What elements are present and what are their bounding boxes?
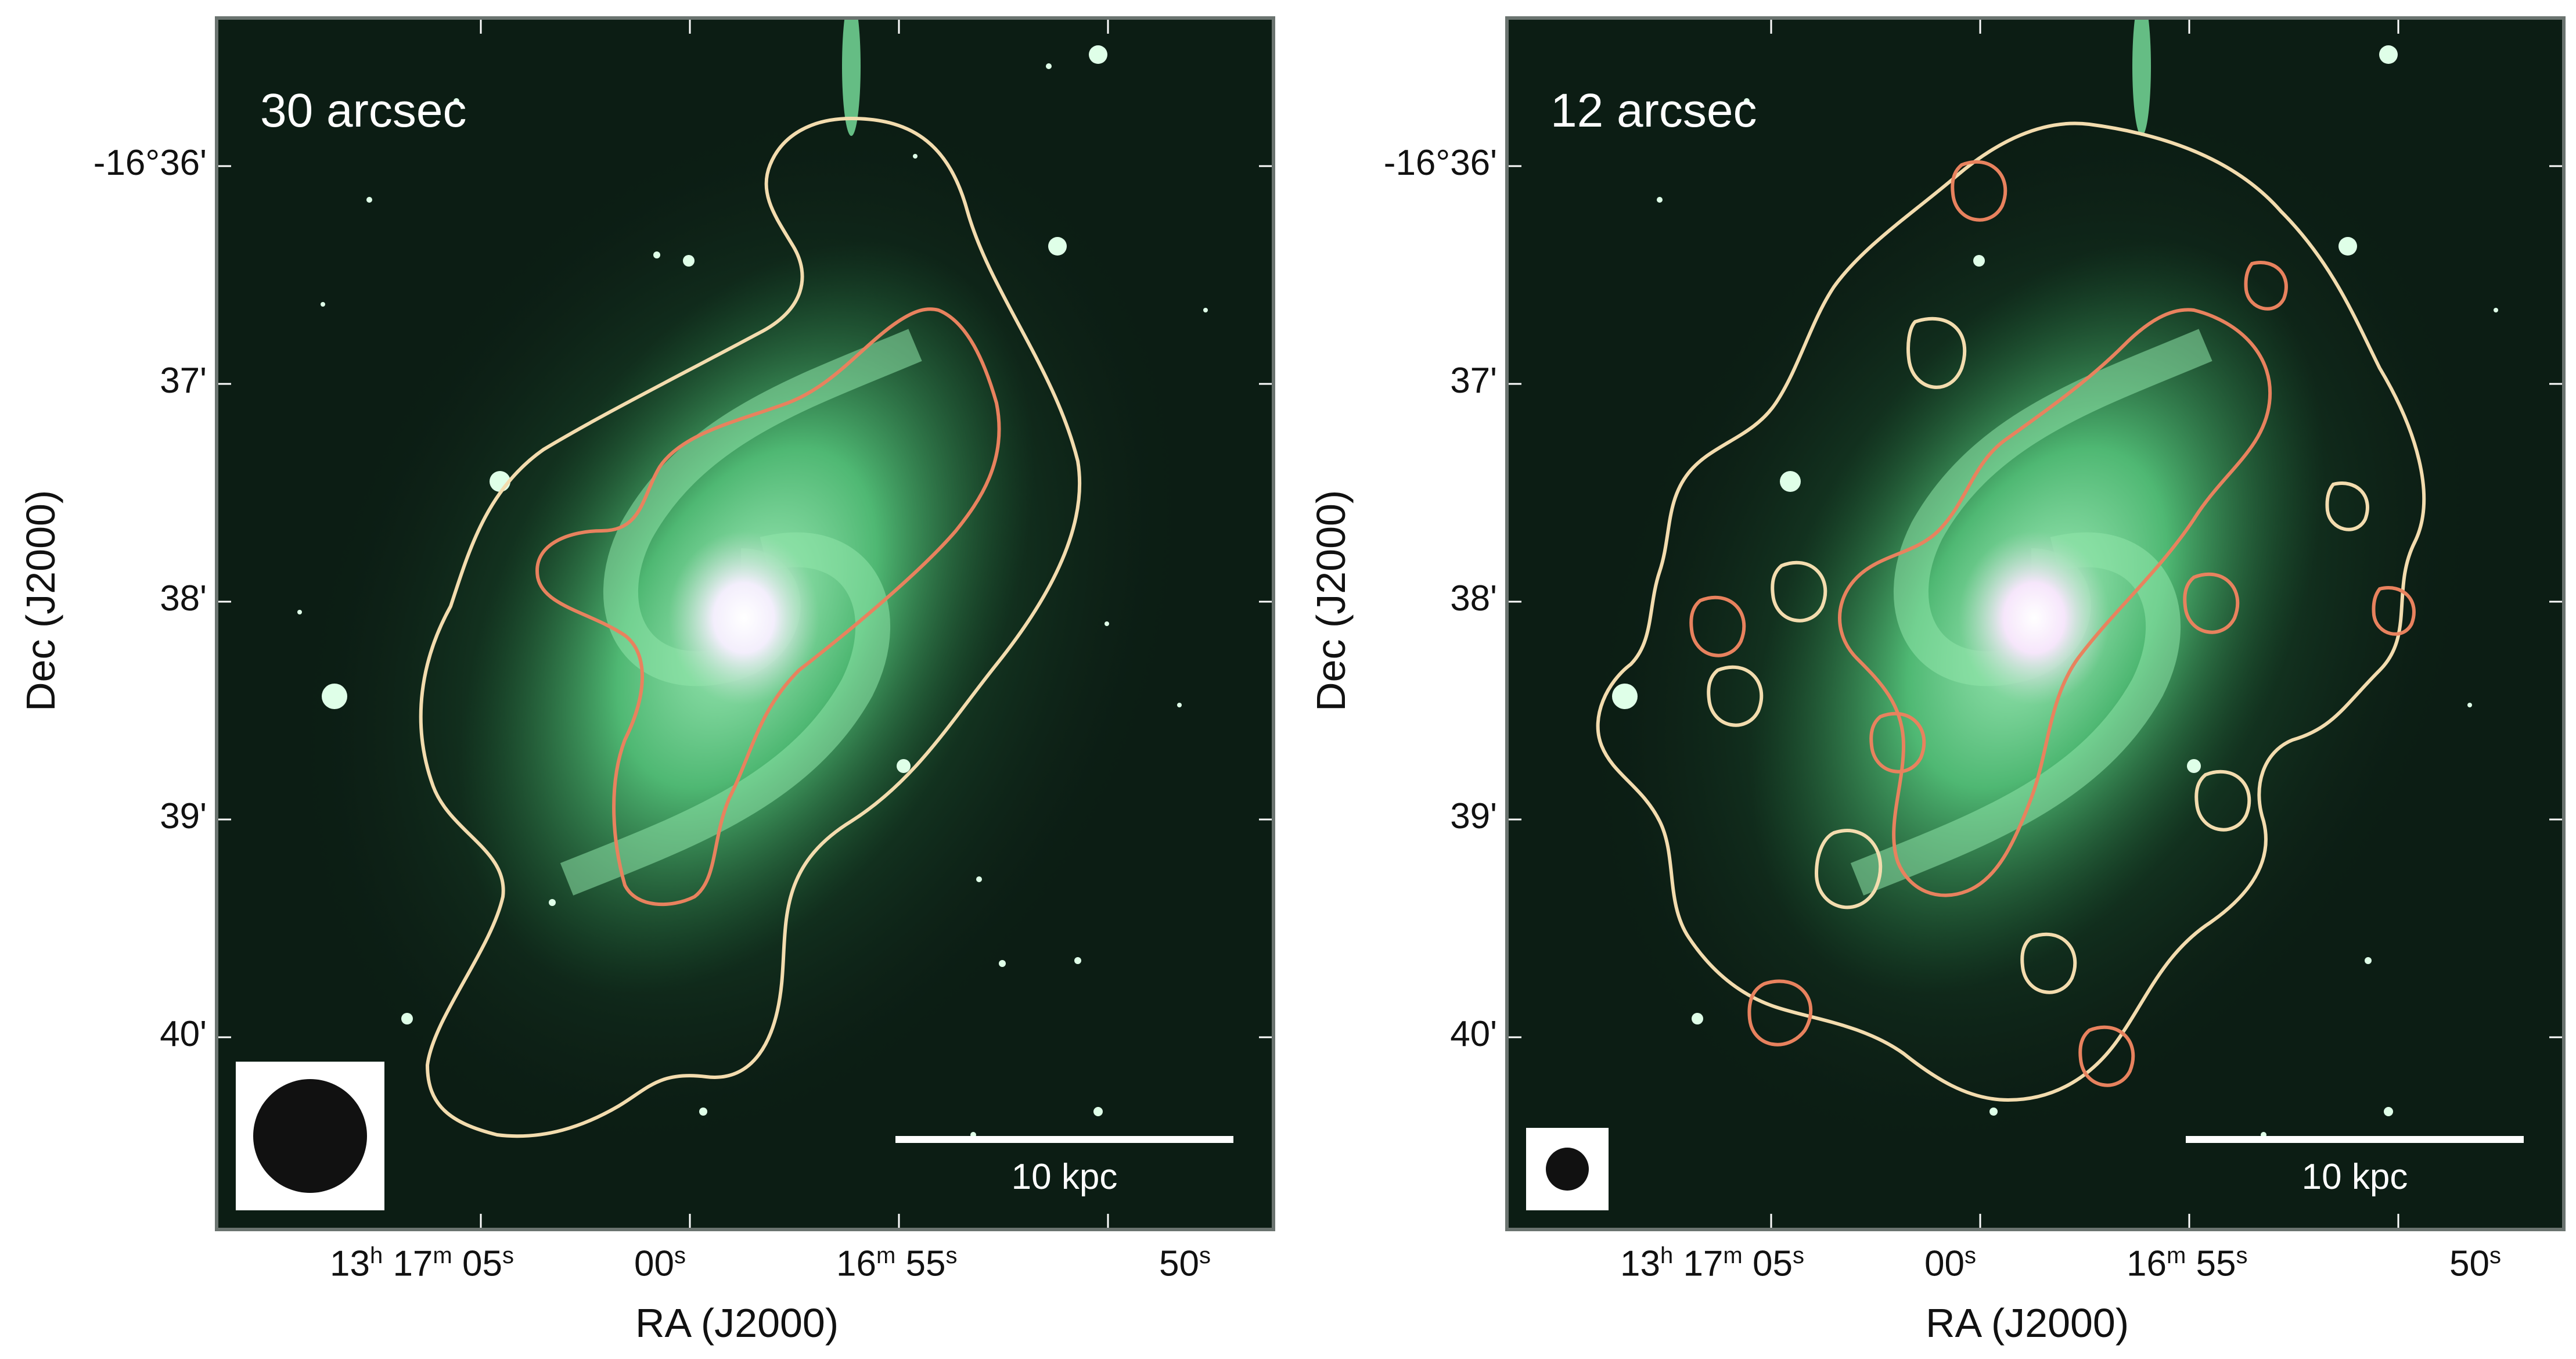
foreground-streak xyxy=(842,20,861,136)
panel-title: 30 arcsec xyxy=(260,84,467,137)
ra-tick-label-hm: 13h 17m 05s xyxy=(1620,1243,1804,1284)
panel-title: 12 arcsec xyxy=(1550,84,1757,137)
spiral-arm xyxy=(1850,532,2181,896)
x-axis-label: RA (J2000) xyxy=(635,1300,839,1346)
galaxy-image-30arcsec xyxy=(218,20,1272,1228)
contour-outer xyxy=(419,116,1082,1138)
ra-tick-label: 50s xyxy=(2449,1243,2501,1284)
dec-tick-label: 38' xyxy=(160,578,207,619)
dec-tick-label: 38' xyxy=(1450,578,1497,619)
ra-tick-label: 00s xyxy=(1924,1243,1976,1284)
dec-tick-label: 40' xyxy=(1450,1014,1497,1054)
beam-ellipse xyxy=(1546,1148,1589,1191)
dec-tick-label: 37' xyxy=(160,361,207,401)
beam-ellipse xyxy=(253,1079,367,1193)
scale-bar xyxy=(895,1136,1233,1143)
y-axis-label: Dec (J2000) xyxy=(1308,490,1354,711)
contours-inner xyxy=(1689,160,2416,1087)
dec-tick-label: 40' xyxy=(160,1014,207,1054)
ra-tick-label: 16m 55s xyxy=(2127,1243,2248,1284)
field-stars xyxy=(1612,45,2498,1138)
frame-ticks xyxy=(1509,20,2562,1228)
scale-bar-label: 10 kpc xyxy=(1011,1157,1118,1197)
dec-tick-label: -16°36' xyxy=(93,143,207,183)
dec-tick-label: 37' xyxy=(1450,361,1497,401)
ra-tick-label: 50s xyxy=(1159,1243,1211,1284)
frame-ticks xyxy=(218,20,1272,1228)
field-stars xyxy=(297,45,1208,1138)
foreground-streak xyxy=(2132,20,2151,136)
dec-tick-label: -16°36' xyxy=(1383,143,1497,183)
ra-tick-label: 16m 55s xyxy=(836,1243,958,1284)
ra-tick-label: 00s xyxy=(634,1243,686,1284)
panel-30arcsec: 30 arcsec 10 kpc xyxy=(215,16,1275,1231)
panel-12arcsec: 12 arcsec 10 kpc xyxy=(1505,16,2566,1231)
contours-outer xyxy=(1596,121,2426,1102)
galaxy-image-12arcsec xyxy=(1509,20,2562,1228)
ra-tick-label-hm: 13h 17m 05s xyxy=(330,1243,514,1284)
scale-bar-label: 10 kpc xyxy=(2301,1157,2408,1197)
dec-tick-label: 39' xyxy=(160,796,207,836)
galaxy-core xyxy=(668,531,819,705)
beam-inset xyxy=(236,1062,384,1210)
x-axis-label: RA (J2000) xyxy=(1926,1300,2129,1346)
scale-bar xyxy=(2186,1136,2524,1143)
y-axis-label: Dec (J2000) xyxy=(18,490,63,711)
contour-inner xyxy=(535,307,1001,907)
beam-inset xyxy=(1526,1128,1609,1210)
galaxy-core xyxy=(1959,531,2110,705)
dec-tick-label: 39' xyxy=(1450,796,1497,836)
spiral-arm xyxy=(560,532,891,896)
